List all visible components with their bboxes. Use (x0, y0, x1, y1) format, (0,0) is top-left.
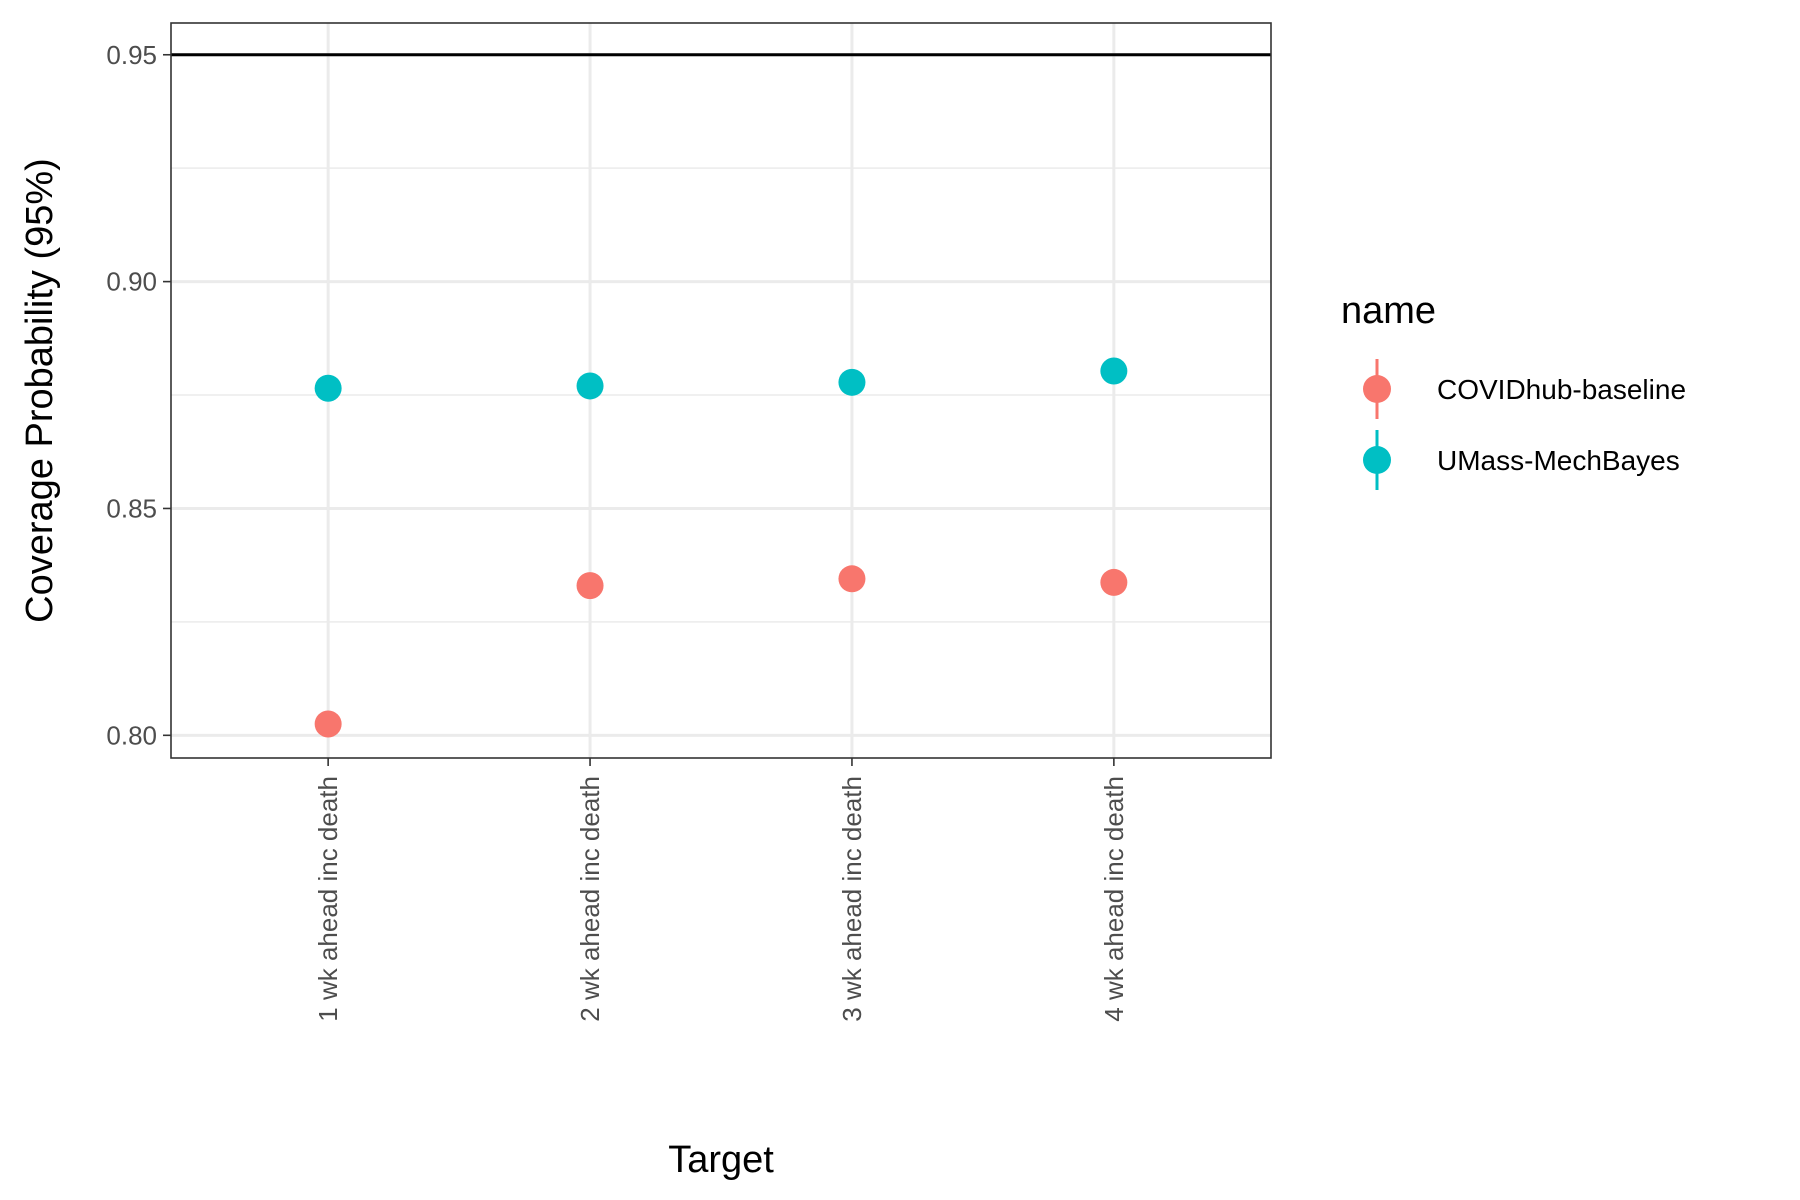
y-tick-label: 0.80 (106, 720, 157, 750)
y-tick-label: 0.90 (106, 267, 157, 297)
axis-layer: 0.80 0.85 0.90 0.95 1 wk ahead inc death 2 wk… (106, 40, 1128, 1022)
legend: name COVIDhub-baseline UMass-MechBayes (1341, 290, 1686, 490)
legend-key-point (1363, 446, 1391, 474)
data-point (838, 368, 866, 396)
data-point (576, 372, 604, 400)
panel-border (170, 22, 1272, 759)
data-point (1100, 568, 1128, 596)
data-point (576, 572, 604, 600)
legend-label: COVIDhub-baseline (1437, 374, 1686, 405)
x-tick-label: 4 wk ahead inc death (1099, 776, 1129, 1022)
panel-background (171, 23, 1271, 758)
y-axis-title: Coverage Probability (95%) (19, 158, 61, 623)
legend-title: name (1341, 290, 1436, 332)
x-axis-title: Target (668, 1139, 774, 1181)
data-point (1100, 357, 1128, 385)
data-point (838, 565, 866, 593)
data-point (314, 374, 342, 402)
x-tick-label: 3 wk ahead inc death (837, 776, 867, 1022)
y-tick-label: 0.85 (106, 493, 157, 523)
legend-label: UMass-MechBayes (1437, 445, 1680, 476)
legend-key-point (1363, 375, 1391, 403)
data-point (314, 710, 342, 738)
y-tick-label: 0.95 (106, 40, 157, 70)
x-tick-label: 2 wk ahead inc death (575, 776, 605, 1022)
points-layer (314, 357, 1128, 738)
x-tick-label: 1 wk ahead inc death (313, 776, 343, 1022)
